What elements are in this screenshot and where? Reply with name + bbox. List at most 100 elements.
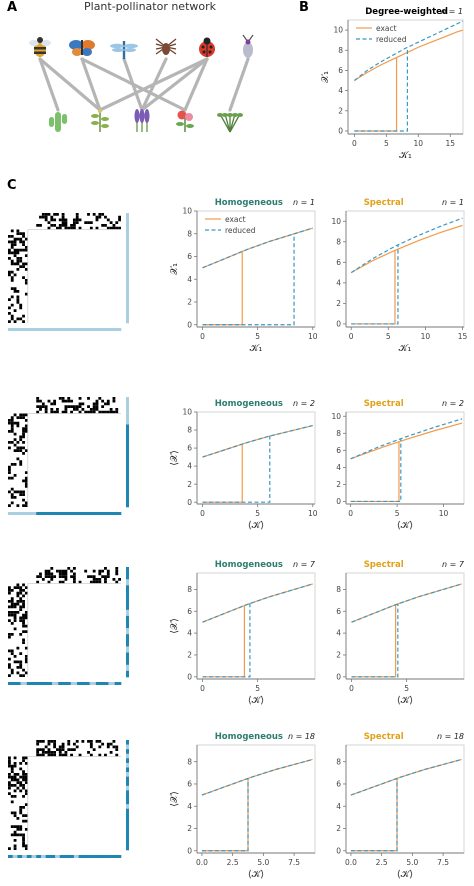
matrix-cell	[61, 399, 65, 403]
plot-title: Homogeneous	[215, 732, 283, 742]
matrix-cell	[10, 811, 14, 815]
matrix-cell	[19, 317, 23, 321]
matrix-cell	[10, 270, 14, 274]
group-bar-right	[126, 603, 129, 611]
series-reduced-upper	[202, 227, 313, 269]
group-bar-bottom	[59, 855, 65, 858]
matrix-cell	[70, 569, 73, 573]
matrix-cell	[8, 430, 11, 433]
group-bar-right	[126, 749, 129, 755]
matrix-cell	[8, 666, 11, 669]
matrix-cell	[115, 567, 119, 570]
x-tick-label: 10	[421, 332, 431, 341]
group-bar-bottom	[64, 855, 70, 858]
dragonfly-icon	[110, 41, 138, 59]
matrix-cell	[50, 753, 54, 757]
matrix-cell	[24, 624, 28, 628]
plot-n-label: n = 1	[442, 198, 464, 207]
matrix-cell	[78, 226, 82, 230]
matrix-cell	[106, 402, 110, 406]
matrix-cell	[16, 251, 20, 255]
series-reduced-upper	[202, 583, 313, 623]
matrix-cell	[61, 410, 65, 414]
y-tick-label: 0	[336, 320, 341, 329]
matrix-cell	[19, 666, 23, 669]
matrix-cell	[118, 226, 121, 230]
group-bar-right	[126, 670, 129, 678]
matrix-cell	[19, 833, 23, 837]
matrix-cell	[72, 742, 76, 746]
matrix-cell	[13, 778, 17, 782]
y-tick-label: 6	[336, 607, 341, 616]
matrix-cell	[39, 405, 42, 408]
matrix-cell	[72, 578, 76, 581]
matrix-cell	[101, 224, 105, 227]
matrix-cell	[16, 828, 20, 831]
spider-icon	[155, 38, 177, 55]
lavender-icon	[134, 109, 150, 132]
matrix-cell	[75, 213, 79, 216]
matrix-cell	[19, 586, 23, 589]
group-bar-bottom	[26, 682, 34, 685]
group-bar-right	[126, 781, 129, 787]
matrix-cell	[24, 789, 28, 793]
group-bar-bottom	[102, 512, 112, 515]
matrix-cell	[104, 753, 107, 757]
matrix-cell	[13, 773, 17, 776]
matrix-cell	[64, 399, 68, 403]
matrix-cell	[10, 287, 14, 290]
group-bar-right	[126, 424, 129, 434]
network-edge	[38, 57, 102, 112]
matrix-cell	[22, 795, 25, 798]
y-tick-label: 10	[182, 408, 192, 417]
matrix-cell	[95, 399, 99, 403]
matrix-cell	[10, 295, 14, 299]
group-bar-bottom	[8, 512, 18, 515]
matrix-cell	[106, 218, 110, 222]
matrix-cell	[115, 226, 119, 230]
y-tick-label: 6	[187, 780, 192, 789]
group-bar-right	[126, 753, 129, 759]
matrix-cell	[8, 465, 11, 469]
matrix-cell	[19, 825, 23, 828]
y-tick-label: 4	[187, 629, 192, 638]
matrix-cell	[41, 751, 45, 754]
matrix-cell	[16, 457, 20, 461]
plot-frame	[345, 744, 465, 854]
series-reduced-upper	[351, 583, 462, 623]
group-bar-right	[126, 652, 129, 659]
matrix-cell	[19, 784, 23, 787]
matrix-cell	[75, 405, 79, 408]
matrix-cell	[19, 608, 23, 611]
matrix-cell	[98, 740, 102, 743]
y-tick-label: 6	[187, 607, 192, 616]
matrix-cell	[19, 257, 23, 260]
panel-label-a: A	[7, 0, 18, 15]
matrix-cell	[22, 243, 25, 246]
group-bar-right	[126, 397, 129, 407]
matrix-cell	[24, 471, 28, 474]
matrix-cell	[22, 441, 25, 444]
matrix-cell	[10, 589, 14, 592]
plot-n-label: n = 18	[288, 732, 315, 741]
matrix-cell	[10, 825, 14, 828]
matrix-cell	[61, 580, 65, 584]
matrix-cell	[16, 786, 20, 790]
group-bar-right	[126, 231, 129, 241]
group-bar-bottom	[77, 682, 84, 685]
matrix-cell	[13, 775, 17, 779]
matrix-cell	[78, 405, 82, 408]
matrix-cell	[13, 243, 17, 246]
y-tick-label: 4	[336, 278, 341, 287]
group-bar-bottom	[92, 855, 98, 858]
matrix-cell	[67, 226, 71, 230]
matrix-cell	[16, 290, 20, 293]
matrix-cell	[106, 745, 110, 749]
group-bar-bottom	[83, 682, 90, 685]
matrix-cell	[118, 578, 121, 581]
matrix-cell	[10, 633, 14, 636]
matrix-cell	[81, 408, 85, 411]
matrix-cell	[92, 575, 96, 578]
series-exact-upper	[202, 424, 313, 458]
